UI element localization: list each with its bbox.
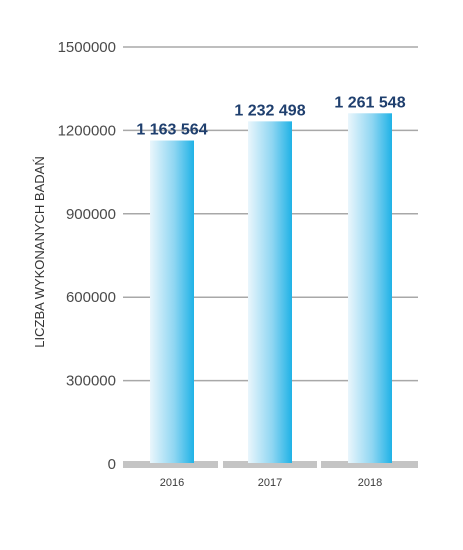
- y-axis-title: LICZBA WYKONANYCH BADAŃ: [32, 156, 47, 347]
- bar-2017: [248, 121, 292, 464]
- x-axis-baseline: [123, 461, 418, 468]
- y-tick-label: 300000: [66, 373, 116, 390]
- y-tick-label: 600000: [66, 289, 116, 306]
- baseline-segment: [321, 461, 418, 468]
- y-tick-label: 0: [108, 456, 116, 473]
- y-tick-label: 1500000: [58, 39, 116, 56]
- bars: [150, 113, 392, 464]
- y-axis-ticks: 0 300000 600000 900000 1200000 1500000: [58, 39, 116, 473]
- data-labels: 1 163 564 1 232 498 1 261 548: [136, 94, 405, 138]
- data-label-2018: 1 261 548: [334, 94, 405, 111]
- x-category-label: 2018: [358, 477, 382, 489]
- y-tick-label: 1200000: [58, 122, 116, 139]
- data-label-2017: 1 232 498: [234, 102, 305, 119]
- bar-2016: [150, 140, 194, 463]
- x-axis-categories: 2016 2017 2018: [160, 477, 382, 489]
- baseline-segment: [123, 461, 218, 468]
- y-tick-label: 900000: [66, 206, 116, 223]
- data-label-2016: 1 163 564: [136, 122, 207, 139]
- x-category-label: 2017: [258, 477, 282, 489]
- x-category-label: 2016: [160, 477, 184, 489]
- baseline-segment: [223, 461, 317, 468]
- bar-2018: [348, 113, 392, 463]
